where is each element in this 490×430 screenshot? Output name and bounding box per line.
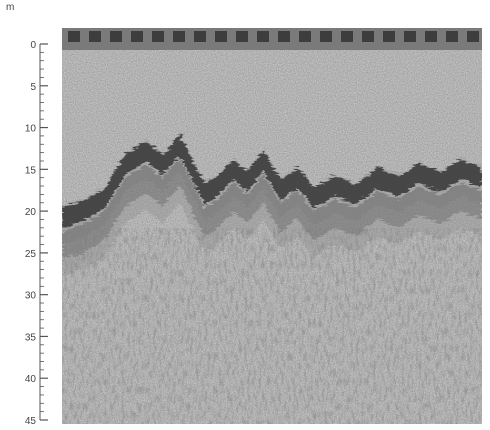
subbottom-speckle	[62, 228, 482, 424]
depth-tick-label: 0	[30, 40, 36, 51]
surface-marker	[404, 31, 416, 42]
surface-marker	[68, 31, 80, 42]
surface-marker	[152, 31, 164, 42]
surface-marker	[341, 31, 353, 42]
depth-tick-label: 10	[25, 124, 37, 135]
depth-tick-label: 5	[30, 82, 36, 93]
surface-marker	[110, 31, 122, 42]
seabed-layer-1	[62, 134, 482, 228]
depth-tick-label: 20	[25, 207, 37, 218]
depth-tick-label: 30	[25, 291, 37, 302]
surface-marker	[173, 31, 185, 42]
surface-strip	[62, 28, 482, 50]
surface-marker	[236, 31, 248, 42]
surface-marker	[362, 31, 374, 42]
depth-tick-label: 15	[25, 165, 37, 176]
depth-tick-label: 45	[25, 416, 37, 427]
surface-marker	[89, 31, 101, 42]
surface-marker	[131, 31, 143, 42]
surface-marker	[299, 31, 311, 42]
surface-marker	[215, 31, 227, 42]
surface-marker	[467, 31, 479, 42]
echogram-image	[62, 28, 482, 424]
surface-band	[62, 28, 482, 50]
seabed-layer-2	[62, 157, 482, 260]
surface-marker	[278, 31, 290, 42]
surface-marker	[320, 31, 332, 42]
surface-marker	[257, 31, 269, 42]
surface-marker	[383, 31, 395, 42]
depth-axis: 0 5 10 15 20 25 30 35 40 45	[25, 40, 48, 427]
depth-tick-label: 35	[25, 332, 37, 343]
surface-marker	[425, 31, 437, 42]
surface-marker	[194, 31, 206, 42]
surface-marker	[446, 31, 458, 42]
depth-tick-label: 40	[25, 374, 37, 385]
depth-tick-label: 25	[25, 249, 37, 260]
depth-unit-label: m	[6, 2, 15, 13]
